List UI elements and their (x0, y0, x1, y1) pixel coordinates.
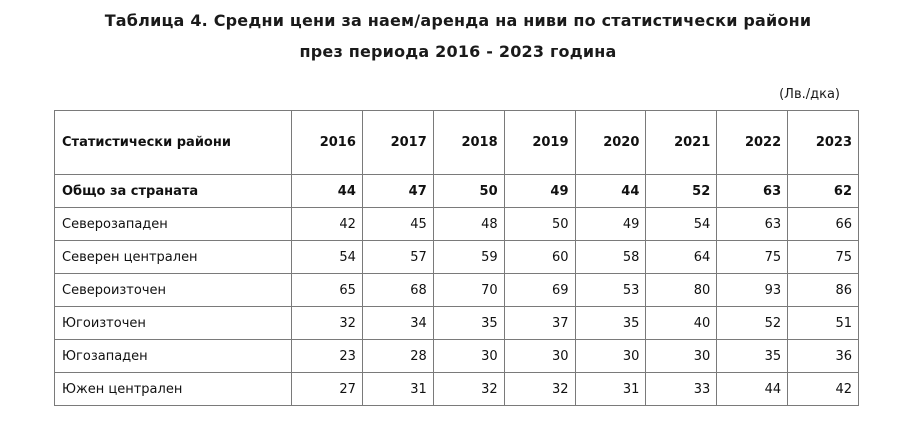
price-cell: 35 (716, 339, 789, 373)
price-cell: 80 (645, 273, 718, 307)
region-name: Северозападен (54, 207, 292, 241)
price-cell: 54 (645, 207, 718, 241)
table-row: Югозападен 23 28 30 30 30 30 35 36 (54, 339, 859, 373)
price-cell: 93 (716, 273, 789, 307)
price-cell: 34 (361, 306, 434, 340)
price-cell: 64 (645, 240, 718, 274)
price-cell: 86 (787, 273, 859, 307)
table-row: Южен централен 27 31 32 32 31 33 44 42 (54, 372, 859, 406)
price-cell: 32 (503, 372, 576, 406)
price-cell: 37 (503, 306, 576, 340)
price-cell: 44 (574, 174, 647, 208)
price-cell: 49 (574, 207, 647, 241)
price-cell: 59 (432, 240, 505, 274)
price-cell: 52 (716, 306, 789, 340)
price-cell: 68 (361, 273, 434, 307)
price-cell: 51 (787, 306, 859, 340)
price-cell: 49 (503, 174, 576, 208)
column-header-year: 2019 (503, 110, 576, 175)
region-name: Южен централен (54, 372, 292, 406)
price-cell: 32 (291, 306, 363, 340)
price-cell: 32 (432, 372, 505, 406)
region-name: Североизточен (54, 273, 292, 307)
column-header-year: 2018 (432, 110, 505, 175)
price-cell: 42 (787, 372, 859, 406)
price-cell: 69 (503, 273, 576, 307)
price-cell: 52 (645, 174, 718, 208)
price-cell: 40 (645, 306, 718, 340)
price-cell: 30 (574, 339, 647, 373)
price-cell: 60 (503, 240, 576, 274)
table-title-line-1: Таблица 4. Средни цени за наем/аренда на… (104, 11, 812, 30)
column-header-year: 2023 (787, 110, 859, 175)
column-header-region: Статистически райони (54, 110, 292, 175)
unit-label: (Лв./дка) (779, 87, 840, 102)
price-cell: 50 (432, 174, 505, 208)
price-cell: 63 (716, 174, 789, 208)
price-cell: 48 (432, 207, 505, 241)
price-cell: 47 (361, 174, 434, 208)
price-cell: 31 (361, 372, 434, 406)
table-header-row: Статистически райони 2016 2017 2018 2019… (54, 110, 859, 175)
price-cell: 63 (716, 207, 789, 241)
price-cell: 31 (574, 372, 647, 406)
price-cell: 45 (361, 207, 434, 241)
region-name: Югозападен (54, 339, 292, 373)
price-cell: 33 (645, 372, 718, 406)
column-header-year: 2016 (291, 110, 363, 175)
region-name: Югоизточен (54, 306, 292, 340)
price-cell: 27 (291, 372, 363, 406)
price-cell: 50 (503, 207, 576, 241)
price-cell: 30 (645, 339, 718, 373)
price-cell: 58 (574, 240, 647, 274)
price-cell: 36 (787, 339, 859, 373)
column-header-year: 2017 (361, 110, 434, 175)
table-row: Северен централен 54 57 59 60 58 64 75 7… (54, 240, 859, 274)
price-cell: 53 (574, 273, 647, 307)
column-header-year: 2020 (574, 110, 647, 175)
price-cell: 44 (716, 372, 789, 406)
region-name: Общо за страната (54, 174, 292, 208)
price-cell: 44 (291, 174, 363, 208)
table-row-total: Общо за страната 44 47 50 49 44 52 63 62 (54, 174, 859, 208)
price-cell: 35 (574, 306, 647, 340)
rent-prices-table: Статистически райони 2016 2017 2018 2019… (54, 110, 859, 406)
table-title-line-2: през периода 2016 - 2023 година (299, 42, 617, 61)
price-cell: 35 (432, 306, 505, 340)
table-row: Северозападен 42 45 48 50 49 54 63 66 (54, 207, 859, 241)
price-cell: 70 (432, 273, 505, 307)
table-row: Югоизточен 32 34 35 37 35 40 52 51 (54, 306, 859, 340)
price-cell: 62 (787, 174, 859, 208)
price-cell: 75 (716, 240, 789, 274)
price-cell: 54 (291, 240, 363, 274)
price-cell: 30 (503, 339, 576, 373)
column-header-year: 2021 (645, 110, 718, 175)
price-cell: 57 (361, 240, 434, 274)
price-cell: 30 (432, 339, 505, 373)
price-cell: 23 (291, 339, 363, 373)
table-row: Североизточен 65 68 70 69 53 80 93 86 (54, 273, 859, 307)
price-cell: 28 (361, 339, 434, 373)
price-cell: 75 (787, 240, 859, 274)
price-cell: 65 (291, 273, 363, 307)
column-header-year: 2022 (716, 110, 789, 175)
price-cell: 42 (291, 207, 363, 241)
price-cell: 66 (787, 207, 859, 241)
region-name: Северен централен (54, 240, 292, 274)
